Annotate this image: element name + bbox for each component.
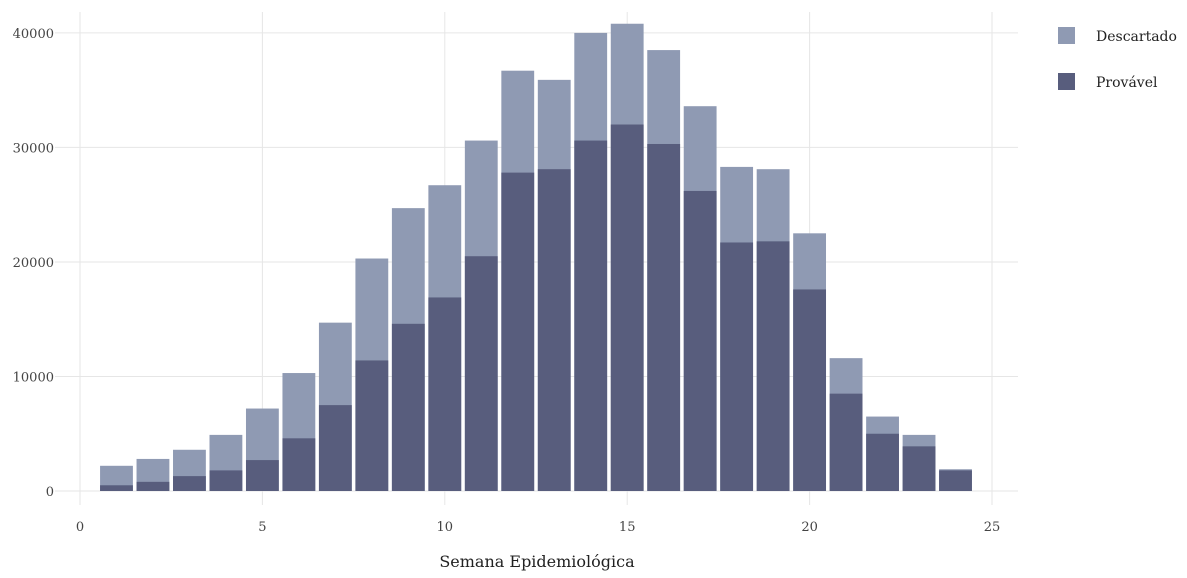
y-tick-label: 40000 — [13, 27, 54, 42]
x-tick-label: 5 — [258, 520, 266, 535]
bar-provavel[interactable] — [318, 405, 352, 491]
bar-provavel[interactable] — [173, 476, 206, 491]
y-tick-label: 20000 — [13, 256, 54, 271]
bar-provavel[interactable] — [245, 460, 279, 491]
x-axis-title: Semana Epidemiológica — [439, 552, 635, 571]
bar-provavel[interactable] — [537, 169, 571, 491]
bar-provavel[interactable] — [683, 190, 717, 491]
legend-swatch[interactable] — [1058, 27, 1075, 44]
bar-provavel[interactable] — [501, 172, 535, 491]
tick-layer: 0 10000 20000 30000 40000 0 5 10 15 20 25 — [13, 27, 1001, 535]
bar-provavel[interactable] — [756, 241, 790, 491]
bar-provavel[interactable] — [574, 140, 608, 491]
bar-provavel[interactable] — [866, 433, 899, 491]
bar-layer — [100, 23, 972, 492]
bar-provavel[interactable] — [939, 470, 972, 491]
x-tick-label: 0 — [76, 520, 84, 535]
bar-provavel[interactable] — [647, 143, 681, 492]
bar-provavel[interactable] — [136, 481, 170, 491]
legend-swatch[interactable] — [1058, 73, 1075, 90]
y-tick-label: 0 — [46, 485, 54, 500]
bar-provavel[interactable] — [209, 470, 243, 491]
bar-provavel[interactable] — [610, 124, 644, 492]
bar-provavel[interactable] — [829, 393, 863, 491]
bar-provavel[interactable] — [464, 256, 498, 491]
legend-label[interactable]: Provável — [1096, 75, 1158, 91]
x-tick-label: 25 — [984, 520, 1001, 535]
bar-provavel[interactable] — [720, 242, 754, 491]
x-tick-label: 10 — [437, 520, 454, 535]
bar-provavel[interactable] — [793, 289, 827, 491]
bar-provavel[interactable] — [100, 485, 133, 491]
bar-provavel[interactable] — [391, 323, 425, 491]
x-tick-label: 20 — [801, 520, 818, 535]
bar-provavel[interactable] — [282, 438, 316, 491]
legend-label[interactable]: Descartado — [1096, 29, 1177, 45]
y-tick-label: 10000 — [13, 370, 54, 385]
bar-provavel[interactable] — [428, 297, 462, 491]
legend[interactable]: Descartado Provável — [1058, 27, 1177, 91]
y-tick-label: 30000 — [13, 141, 54, 156]
x-tick-label: 15 — [619, 520, 636, 535]
bar-provavel[interactable] — [902, 446, 936, 491]
bar-provavel[interactable] — [355, 360, 389, 491]
